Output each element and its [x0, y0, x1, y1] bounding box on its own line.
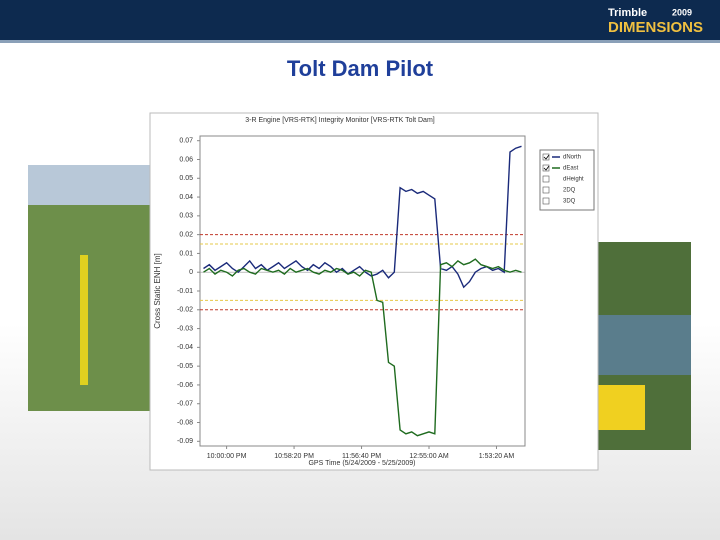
photo-pole — [80, 255, 88, 385]
x-tick-label: 12:55:00 AM — [409, 453, 448, 460]
y-tick-label: 0.01 — [179, 250, 193, 257]
slide-title: Tolt Dam Pilot — [287, 56, 434, 81]
y-tick-label: -0.07 — [177, 401, 193, 408]
legend-checkbox — [542, 153, 550, 161]
legend-checkbox — [542, 197, 550, 205]
y-tick-label: -0.01 — [177, 288, 193, 295]
y-tick-label: 0.06 — [179, 156, 193, 163]
y-tick-label: 0.05 — [179, 175, 193, 182]
y-tick-label: 0.07 — [179, 138, 193, 145]
y-tick-label: 0.04 — [179, 194, 193, 201]
y-tick-label: -0.06 — [177, 382, 193, 389]
legend-checkbox — [542, 175, 550, 183]
brand: Trimble — [608, 7, 647, 19]
y-tick-label: -0.09 — [177, 438, 193, 445]
y-tick-label: 0 — [189, 269, 193, 276]
event-name: DIMENSIONS — [608, 19, 703, 36]
header-rule — [0, 40, 720, 43]
y-tick-label: -0.04 — [177, 344, 193, 351]
y-tick-label: 0.03 — [179, 213, 193, 220]
y-tick-label: -0.03 — [177, 325, 193, 332]
legend-label: dHeight — [563, 177, 584, 183]
y-tick-label: -0.08 — [177, 419, 193, 426]
plot-area — [199, 135, 526, 447]
y-tick-label: 0.02 — [179, 231, 193, 238]
legend-label: dNorth — [563, 155, 581, 161]
x-tick-label: 11:56:40 PM — [342, 453, 381, 460]
chart-title: 3-R Engine [VRS-RTK] Integrity Monitor [… — [245, 117, 435, 124]
x-axis-title: GPS Time (5/24/2009 - 5/25/2009) — [308, 460, 415, 467]
legend-checkbox — [542, 164, 550, 172]
y-tick-label: -0.05 — [177, 363, 193, 370]
legend-label: dEast — [563, 166, 579, 172]
y-tick-label: -0.02 — [177, 307, 193, 314]
legend-label: 2DQ — [563, 188, 576, 194]
photo-sky — [28, 165, 153, 205]
header-band — [0, 0, 720, 42]
series-line — [203, 145, 522, 289]
x-tick-label: 10:00:00 PM — [207, 453, 247, 460]
legend-label: 3DQ — [563, 199, 576, 205]
legend-check — [543, 154, 550, 160]
x-tick-label: 1:53:20 AM — [479, 453, 515, 460]
legend-check — [543, 165, 550, 171]
series-line — [203, 258, 522, 437]
y-axis-title: Cross Static ENH [m] — [153, 253, 162, 329]
x-tick-label: 10:58:20 PM — [274, 453, 314, 460]
legend-checkbox — [542, 186, 550, 194]
year: 2009 — [672, 7, 692, 17]
photo-surveyor — [28, 165, 153, 411]
